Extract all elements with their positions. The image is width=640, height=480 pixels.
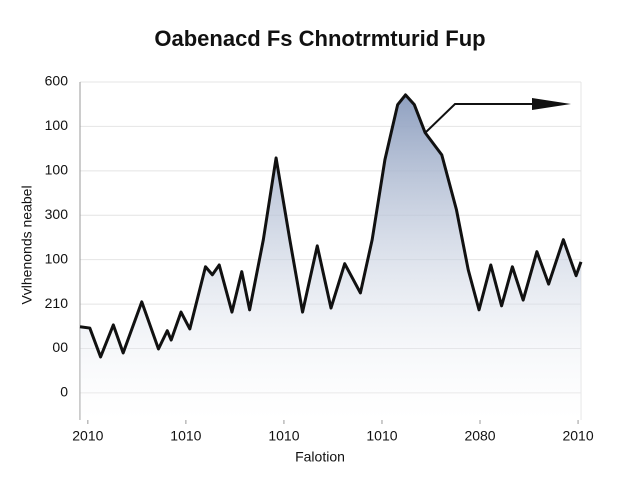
annotation-arrow	[424, 103, 540, 134]
line	[79, 93, 583, 359]
y-tick-label: 210	[45, 295, 69, 311]
arrow-head	[532, 98, 571, 110]
y-tick-label: 00	[52, 339, 68, 355]
y-tick-label: 0	[60, 384, 68, 400]
y-tick-label: 100	[45, 162, 69, 178]
x-axis-label: Falotion	[295, 449, 345, 465]
x-tick-label: 1010	[268, 428, 299, 444]
y-tick-label: 100	[45, 117, 69, 133]
chart-title: Oabenacd Fs Chnotrmturid Fup	[154, 26, 485, 51]
y-axis-label: Vvlhenonds neabel	[19, 185, 35, 304]
y-tick-label: 100	[45, 250, 69, 266]
x-tick-label: 1010	[170, 428, 201, 444]
x-tick-label: 2010	[562, 428, 593, 444]
y-tick-label: 300	[45, 206, 69, 222]
x-tick-label: 2010	[72, 428, 103, 444]
x-tick-label: 1010	[366, 428, 397, 444]
area-fill	[80, 94, 581, 420]
y-tick-label: 600	[45, 73, 69, 89]
x-tick-label: 2080	[464, 428, 495, 444]
